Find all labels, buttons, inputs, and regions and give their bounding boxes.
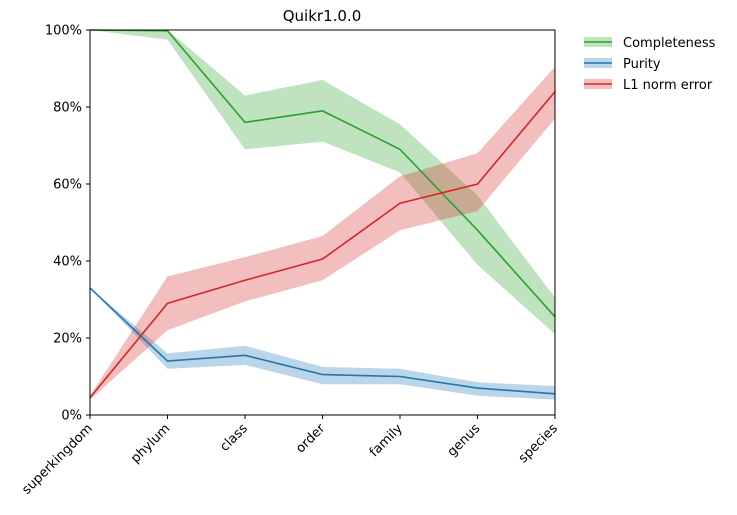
y-tick-label: 40% <box>53 255 82 270</box>
y-tick-label: 60% <box>53 178 82 193</box>
y-tick-label: 20% <box>53 332 82 347</box>
purity-band <box>90 287 555 400</box>
x-tick-label: phylum <box>128 421 173 466</box>
y-tick-label: 0% <box>61 409 82 424</box>
completeness-line <box>89 29 556 318</box>
y-tick-label: 100% <box>45 24 82 39</box>
chart-title: Quikr1.0.0 <box>283 7 362 25</box>
legend-label: Purity <box>623 57 661 72</box>
l1-norm-error-line <box>89 91 556 399</box>
x-tick-label: family <box>367 421 406 460</box>
series-lines <box>89 29 556 399</box>
legend: Completeness Purity L1 norm error <box>584 36 716 93</box>
y-axis: 0% 20% 40% 60% 80% 100% <box>45 24 90 424</box>
x-axis: superkingdom phylum class order family genus s… <box>19 415 561 498</box>
legend-label: Completeness <box>623 36 716 51</box>
x-tick-label: order <box>293 421 329 457</box>
confidence-bands <box>90 30 555 400</box>
purity-line <box>89 287 556 395</box>
x-tick-label: genus <box>445 421 484 460</box>
y-tick-label: 80% <box>53 101 82 116</box>
x-tick-label: class <box>217 421 251 455</box>
x-tick-label: species <box>516 421 561 466</box>
completeness-band <box>90 30 555 335</box>
x-tick-label: superkingdom <box>19 421 95 497</box>
legend-label: L1 norm error <box>623 78 713 93</box>
